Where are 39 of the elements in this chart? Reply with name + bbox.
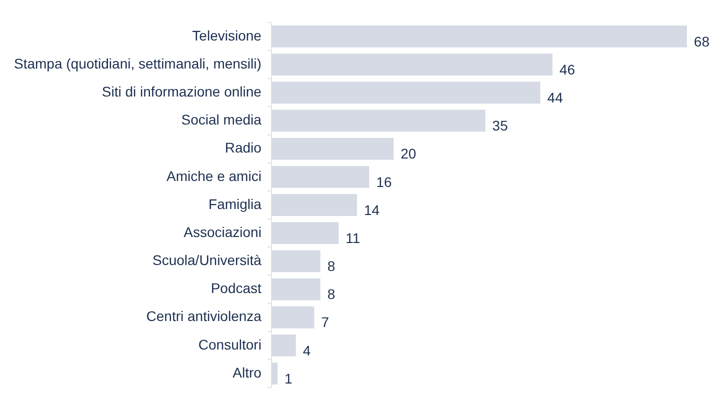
y-tick-label: Stampa (quotidiani, settimanali, mensili) <box>14 55 262 72</box>
data-label: 46 <box>560 61 576 78</box>
y-tick-label: Famiglia <box>208 196 262 212</box>
y-tick-label: Siti di informazione online <box>102 83 262 100</box>
data-label: 14 <box>364 202 380 218</box>
bar <box>271 250 320 272</box>
bar <box>271 25 687 48</box>
data-label: 8 <box>327 258 336 274</box>
y-tick-label: Amiche e amici <box>166 168 262 184</box>
data-label: 4 <box>302 342 311 358</box>
bar <box>271 334 296 356</box>
y-tick-label: Scuola/Università <box>152 252 262 268</box>
data-label: 1 <box>284 370 293 386</box>
y-tick-label: Radio <box>224 140 262 156</box>
bar <box>271 138 394 160</box>
data-label: 11 <box>346 230 360 246</box>
data-label: 20 <box>400 146 416 162</box>
bar <box>271 82 540 104</box>
bar <box>271 54 552 76</box>
y-tick-label: Televisione <box>192 27 262 44</box>
y-tick-label: Consultori <box>198 336 262 352</box>
data-label: 44 <box>547 89 564 106</box>
bar <box>271 110 486 132</box>
y-tick-label: Centri antiviolenza <box>146 308 262 324</box>
bar <box>271 222 339 244</box>
data-label: 16 <box>376 174 392 190</box>
data-label: 35 <box>492 118 508 134</box>
data-label: 68 <box>694 33 710 50</box>
data-label: 8 <box>327 286 336 302</box>
bar <box>271 166 370 188</box>
y-tick-label: Associazioni <box>184 224 262 240</box>
y-tick-label: Podcast <box>210 280 262 296</box>
bar <box>271 278 320 300</box>
bar <box>271 194 357 216</box>
data-label: 7 <box>321 314 330 330</box>
y-tick-label: Altro <box>232 364 262 380</box>
bar <box>271 362 278 385</box>
y-tick-label: Social media <box>181 112 262 128</box>
bar <box>271 306 314 328</box>
